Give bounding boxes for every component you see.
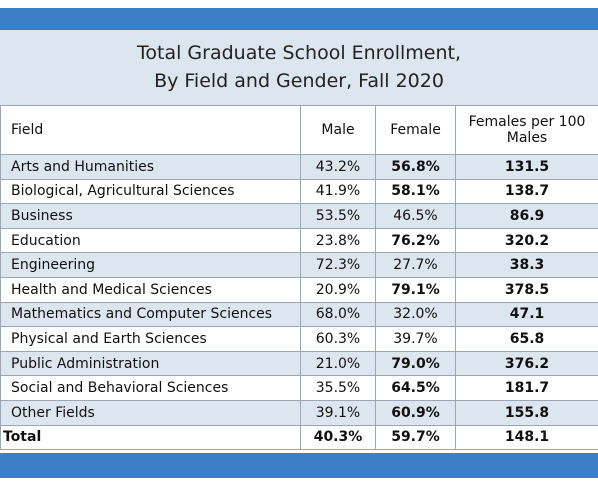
- value-cell: 79.0%: [375, 350, 456, 377]
- value-cell: 20.9%: [300, 276, 376, 303]
- header-cell: Male: [300, 105, 376, 155]
- value-cell: 32.0%: [375, 301, 456, 328]
- value-cell: 47.1: [455, 301, 598, 328]
- table-row: Social and Behavioral Sciences 35.5% 64.5%…: [0, 375, 598, 401]
- field-cell: Public Administration: [0, 350, 301, 377]
- value-cell: 39.7%: [375, 326, 456, 352]
- header-row: Field Male Female Females per 100 Males: [0, 105, 598, 155]
- field-cell: Mathematics and Computer Sciences: [0, 301, 301, 328]
- field-cell: Business: [0, 203, 301, 229]
- value-cell: 41.9%: [300, 178, 376, 205]
- value-cell: 23.8%: [300, 227, 376, 254]
- value-cell: 56.8%: [375, 154, 456, 180]
- value-cell: 376.2: [455, 350, 598, 377]
- value-cell: 155.8: [455, 399, 598, 426]
- table-row: Mathematics and Computer Sciences 68.0% 32…: [0, 301, 598, 328]
- table-row: Public Administration 21.0% 79.0% 376.2: [0, 350, 598, 377]
- value-cell: 60.9%: [375, 399, 456, 426]
- header-cell: Field: [0, 105, 301, 155]
- field-cell: Arts and Humanities: [0, 154, 301, 180]
- field-cell: Total: [0, 424, 301, 451]
- field-cell: Health and Medical Sciences: [0, 276, 301, 303]
- field-cell: Other Fields: [0, 399, 301, 426]
- value-cell: 38.3: [455, 252, 598, 278]
- table-row: Arts and Humanities 43.2% 56.8% 131.5: [0, 154, 598, 180]
- table-row: Other Fields 39.1% 60.9% 155.8: [0, 399, 598, 426]
- value-cell: 39.1%: [300, 399, 376, 426]
- value-cell: 76.2%: [375, 227, 456, 254]
- table-row: Engineering 72.3% 27.7% 38.3: [0, 252, 598, 278]
- header-cell: Female: [375, 105, 456, 155]
- field-cell: Physical and Earth Sciences: [0, 326, 301, 352]
- field-cell: Social and Behavioral Sciences: [0, 375, 301, 401]
- value-cell: 65.8: [455, 326, 598, 352]
- value-cell: 35.5%: [300, 375, 376, 401]
- title-box: Total Graduate School Enrollment, By Fie…: [0, 30, 598, 105]
- value-cell: 64.5%: [375, 375, 456, 401]
- title-line: Total Graduate School Enrollment,: [137, 42, 461, 64]
- table-row: Health and Medical Sciences 20.9% 79.1% 378…: [0, 276, 598, 303]
- bottom-bar: [0, 453, 598, 478]
- value-cell: 86.9: [455, 203, 598, 229]
- value-cell: 43.2%: [300, 154, 376, 180]
- title-line: By Field and Gender, Fall 2020: [154, 70, 444, 92]
- value-cell: 21.0%: [300, 350, 376, 377]
- field-cell: Education: [0, 227, 301, 254]
- table-row: Biological, Agricultural Sciences 41.9% 58…: [0, 178, 598, 205]
- value-cell: 40.3%: [300, 424, 376, 451]
- field-cell: Engineering: [0, 252, 301, 278]
- value-cell: 181.7: [455, 375, 598, 401]
- field-cell: Biological, Agricultural Sciences: [0, 178, 301, 205]
- value-cell: 148.1: [455, 424, 598, 451]
- table-row: Total 40.3% 59.7% 148.1: [0, 424, 598, 451]
- table-row: Physical and Earth Sciences 60.3% 39.7% 65.…: [0, 326, 598, 352]
- header-cell: Females per 100 Males: [455, 105, 598, 155]
- table-row: Education 23.8% 76.2% 320.2: [0, 227, 598, 254]
- value-cell: 79.1%: [375, 276, 456, 303]
- value-cell: 46.5%: [375, 203, 456, 229]
- value-cell: 60.3%: [300, 326, 376, 352]
- value-cell: 320.2: [455, 227, 598, 254]
- value-cell: 53.5%: [300, 203, 376, 229]
- value-cell: 72.3%: [300, 252, 376, 278]
- value-cell: 59.7%: [375, 424, 456, 451]
- table-row: Business 53.5% 46.5% 86.9: [0, 203, 598, 229]
- value-cell: 58.1%: [375, 178, 456, 205]
- enrollment-table: Field Male Female Females per 100 Males Art…: [0, 105, 598, 451]
- value-cell: 378.5: [455, 276, 598, 303]
- top-bar: [0, 8, 598, 30]
- value-cell: 138.7: [455, 178, 598, 205]
- value-cell: 27.7%: [375, 252, 456, 278]
- value-cell: 131.5: [455, 154, 598, 180]
- value-cell: 68.0%: [300, 301, 376, 328]
